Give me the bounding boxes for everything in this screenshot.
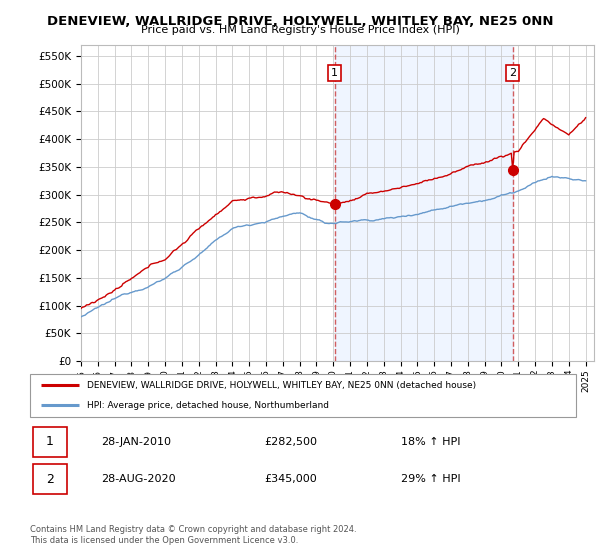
Text: HPI: Average price, detached house, Northumberland: HPI: Average price, detached house, Nort… xyxy=(88,401,329,410)
Bar xyxy=(335,45,512,361)
Text: Price paid vs. HM Land Registry's House Price Index (HPI): Price paid vs. HM Land Registry's House … xyxy=(140,25,460,35)
Text: 2: 2 xyxy=(509,68,516,78)
Text: DENEVIEW, WALLRIDGE DRIVE, HOLYWELL, WHITLEY BAY, NE25 0NN (detached house): DENEVIEW, WALLRIDGE DRIVE, HOLYWELL, WHI… xyxy=(88,381,476,390)
Text: 1: 1 xyxy=(46,435,53,449)
Text: 18% ↑ HPI: 18% ↑ HPI xyxy=(401,437,461,447)
Text: 2: 2 xyxy=(46,473,53,486)
Text: DENEVIEW, WALLRIDGE DRIVE, HOLYWELL, WHITLEY BAY, NE25 0NN: DENEVIEW, WALLRIDGE DRIVE, HOLYWELL, WHI… xyxy=(47,15,553,28)
Text: Contains HM Land Registry data © Crown copyright and database right 2024.: Contains HM Land Registry data © Crown c… xyxy=(30,525,356,534)
Text: 1: 1 xyxy=(331,68,338,78)
Text: 28-JAN-2010: 28-JAN-2010 xyxy=(101,437,171,447)
Text: 29% ↑ HPI: 29% ↑ HPI xyxy=(401,474,461,484)
Text: £282,500: £282,500 xyxy=(265,437,318,447)
Text: 28-AUG-2020: 28-AUG-2020 xyxy=(101,474,176,484)
Text: This data is licensed under the Open Government Licence v3.0.: This data is licensed under the Open Gov… xyxy=(30,536,298,545)
Bar xyxy=(33,464,67,494)
Text: £345,000: £345,000 xyxy=(265,474,317,484)
Bar xyxy=(33,427,67,457)
